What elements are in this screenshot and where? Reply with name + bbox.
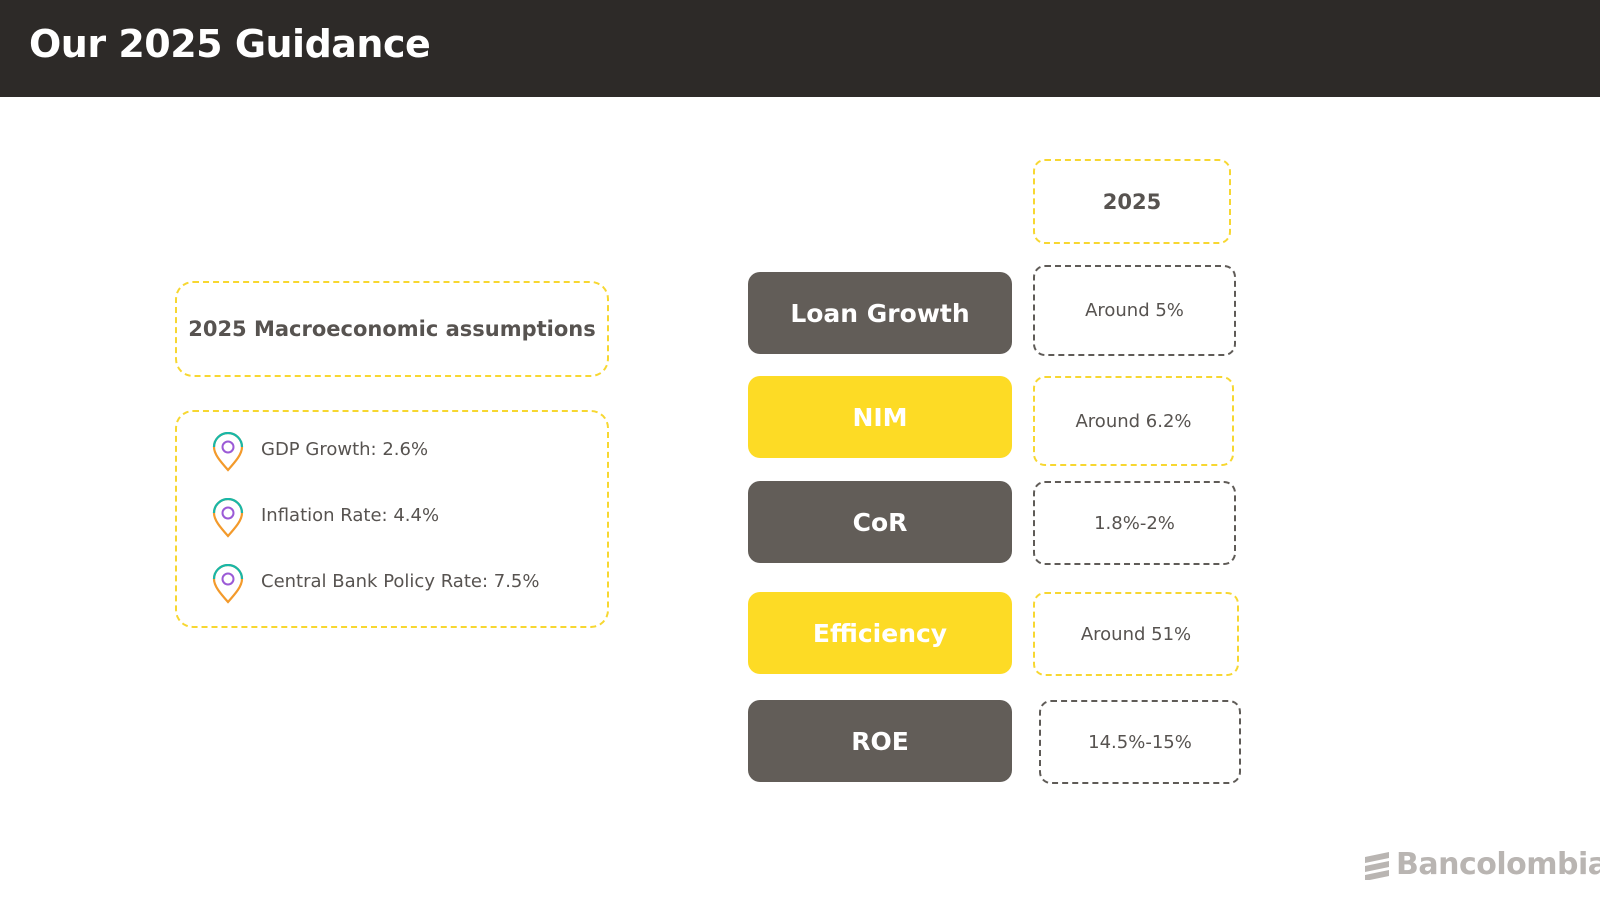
macro-list-box: GDP Growth: 2.6% Inflation Rate: 4.4% Ce… bbox=[175, 410, 609, 628]
metric-roe: ROE bbox=[748, 700, 1012, 782]
value-cor: 1.8%-2% bbox=[1033, 481, 1236, 565]
year-label: 2025 bbox=[1102, 189, 1162, 214]
metric-cor: CoR bbox=[748, 481, 1012, 563]
value-efficiency: Around 51% bbox=[1033, 592, 1239, 676]
value-loan-growth: Around 5% bbox=[1033, 265, 1236, 356]
bancolombia-logo: Bancolombia bbox=[1362, 847, 1600, 882]
macro-item-label: GDP Growth: 2.6% bbox=[261, 438, 429, 460]
macro-item-policy-rate: Central Bank Policy Rate: 7.5% bbox=[211, 564, 539, 604]
value-roe: 14.5%-15% bbox=[1039, 700, 1241, 784]
macro-title-box: 2025 Macroeconomic assumptions bbox=[175, 281, 609, 377]
location-pin-icon bbox=[212, 432, 244, 472]
brand-name: Bancolombia bbox=[1396, 847, 1600, 882]
metric-loan-growth: Loan Growth bbox=[748, 272, 1012, 354]
macro-item-inflation: Inflation Rate: 4.4% bbox=[211, 498, 439, 538]
header-bar: Our 2025 Guidance bbox=[0, 0, 1600, 97]
macro-title: 2025 Macroeconomic assumptions bbox=[188, 317, 596, 341]
page-title: Our 2025 Guidance bbox=[29, 22, 431, 66]
location-pin-icon bbox=[212, 498, 244, 538]
macro-item-label: Inflation Rate: 4.4% bbox=[261, 504, 440, 526]
macro-item-label: Central Bank Policy Rate: 7.5% bbox=[261, 570, 540, 592]
metric-nim: NIM bbox=[748, 376, 1012, 458]
metric-efficiency: Efficiency bbox=[748, 592, 1012, 674]
year-header-box: 2025 bbox=[1033, 159, 1231, 244]
location-pin-icon bbox=[212, 564, 244, 604]
bancolombia-logo-icon bbox=[1365, 851, 1389, 880]
macro-item-gdp: GDP Growth: 2.6% bbox=[211, 432, 428, 472]
value-nim: Around 6.2% bbox=[1033, 376, 1234, 466]
